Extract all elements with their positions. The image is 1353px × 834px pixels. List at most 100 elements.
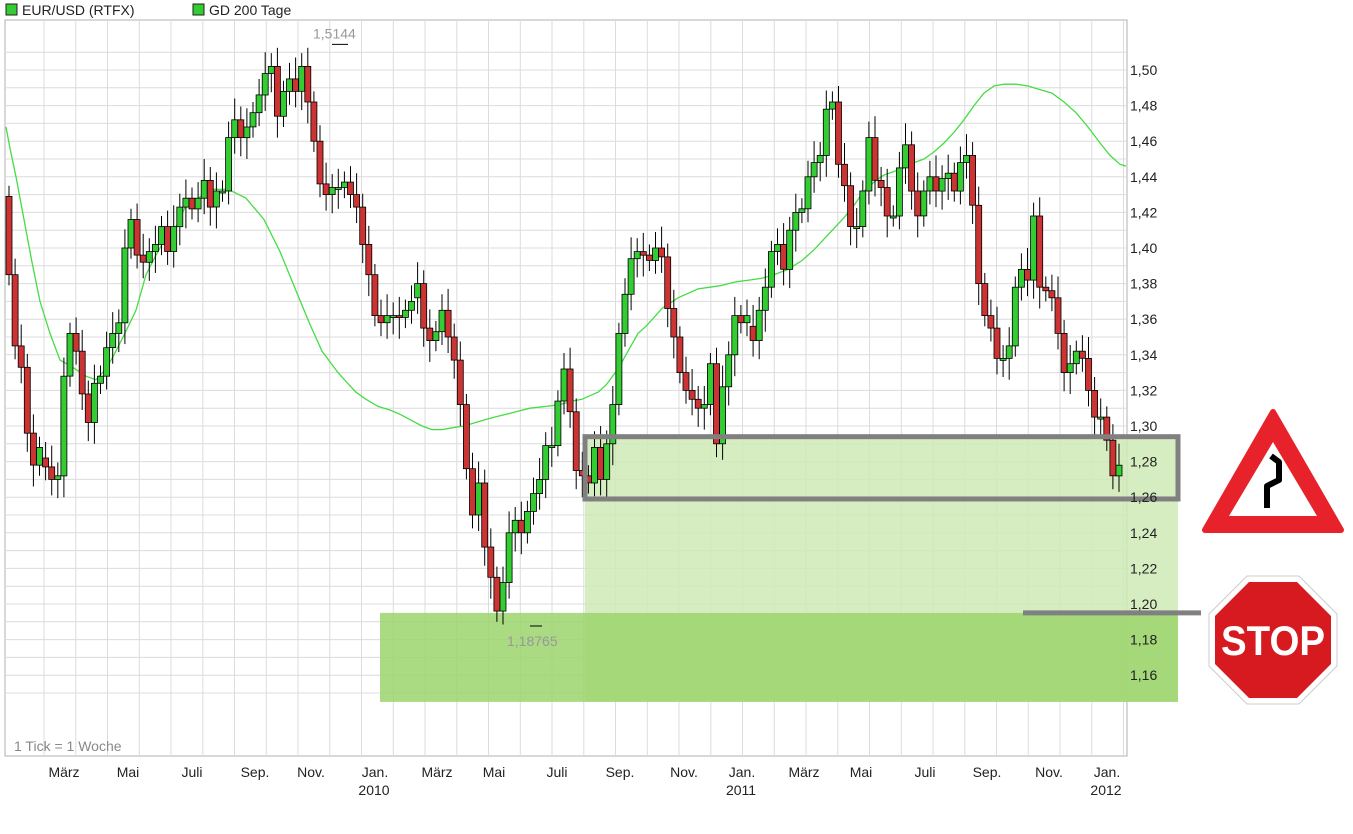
candle-body [1030, 215, 1037, 281]
candle [66, 322, 74, 387]
candle [121, 229, 129, 345]
candle-body [1054, 297, 1062, 334]
candle-body [798, 208, 806, 213]
candle [993, 306, 1001, 375]
candle [542, 432, 550, 499]
candle-body [847, 185, 854, 227]
candle [212, 172, 220, 229]
candle-body [664, 256, 672, 309]
candle-body [249, 112, 257, 128]
x-tick-label: Sep. [973, 764, 1002, 780]
candle-body [462, 404, 470, 470]
x-year-label: 2010 [358, 782, 389, 798]
candle-body [78, 350, 86, 395]
candle-body [999, 357, 1007, 361]
candle-body [84, 393, 92, 423]
candle-body [554, 400, 562, 447]
candle [103, 331, 110, 390]
candle [847, 172, 854, 246]
candle-body [353, 194, 361, 208]
candle [1054, 276, 1062, 350]
candle [225, 121, 233, 205]
x-tick-label: Nov. [670, 764, 698, 780]
candle [115, 309, 123, 353]
x-year-label: 2011 [726, 782, 756, 798]
candle-body [511, 519, 519, 534]
candle [60, 357, 68, 498]
candle-body [292, 78, 300, 92]
candle-body [29, 432, 37, 466]
candle-body [426, 327, 434, 342]
candle-body [969, 154, 976, 206]
candle [700, 386, 708, 430]
candle-body [505, 532, 513, 583]
y-tick-label: 1,24 [1130, 525, 1157, 541]
candle-body [841, 163, 848, 187]
candle [499, 566, 507, 625]
candle [481, 469, 489, 566]
candle [1048, 274, 1056, 312]
candle [444, 288, 452, 353]
candle [1042, 276, 1050, 302]
candle-body [340, 181, 348, 188]
candle-body [1085, 357, 1092, 391]
candle-body [627, 258, 635, 295]
candle [261, 52, 269, 111]
candle-body [560, 368, 568, 402]
candle-body [993, 327, 1001, 359]
candle [243, 108, 251, 159]
candle-body [231, 119, 239, 139]
candle-body [646, 254, 653, 261]
x-tick-label: Juli [181, 764, 202, 780]
candle [530, 477, 537, 525]
candle [1079, 335, 1086, 372]
candle-body [60, 375, 68, 477]
y-tick-label: 1,26 [1130, 489, 1157, 505]
candle-body [475, 482, 483, 516]
candle-body [225, 137, 233, 192]
candle [408, 285, 415, 324]
candle-body [926, 176, 934, 192]
candle-body [72, 332, 80, 352]
candle-body [597, 446, 604, 480]
candle [505, 511, 513, 599]
candle-body [530, 493, 537, 512]
candle-body [17, 345, 25, 368]
y-tick-label: 1,18 [1130, 632, 1157, 648]
y-tick-label: 1,28 [1130, 454, 1157, 470]
candle [249, 102, 257, 138]
candle [48, 445, 56, 496]
candle-body [176, 206, 184, 228]
candle [908, 131, 915, 210]
y-tick-label: 1,50 [1130, 62, 1157, 78]
candle-body [182, 197, 190, 208]
candle-body [133, 219, 141, 256]
candle [798, 198, 806, 224]
candle [603, 430, 611, 499]
candle [1091, 377, 1098, 436]
candle-body [42, 457, 49, 468]
candle-body [1005, 345, 1013, 359]
candle-body [859, 190, 867, 227]
candle [755, 296, 763, 360]
candle [432, 321, 440, 352]
candle [145, 238, 153, 281]
candle-body [816, 154, 824, 163]
x-tick-label: März [421, 764, 452, 780]
candle-body [1048, 290, 1056, 299]
candle-body [688, 389, 696, 400]
candle-body [621, 293, 629, 334]
candle-body [1079, 350, 1086, 359]
y-tick-label: 1,22 [1130, 560, 1157, 576]
candle-body [975, 204, 983, 285]
candle [1066, 345, 1074, 394]
candle-body [1109, 439, 1117, 477]
candle-body [347, 181, 354, 196]
candle-body [743, 315, 751, 324]
candle-body [255, 94, 263, 114]
candle-body [127, 219, 135, 249]
candle [36, 436, 43, 476]
x-tick-label: Nov. [1035, 764, 1063, 780]
candle-body [408, 300, 415, 311]
candle-body [36, 446, 43, 466]
